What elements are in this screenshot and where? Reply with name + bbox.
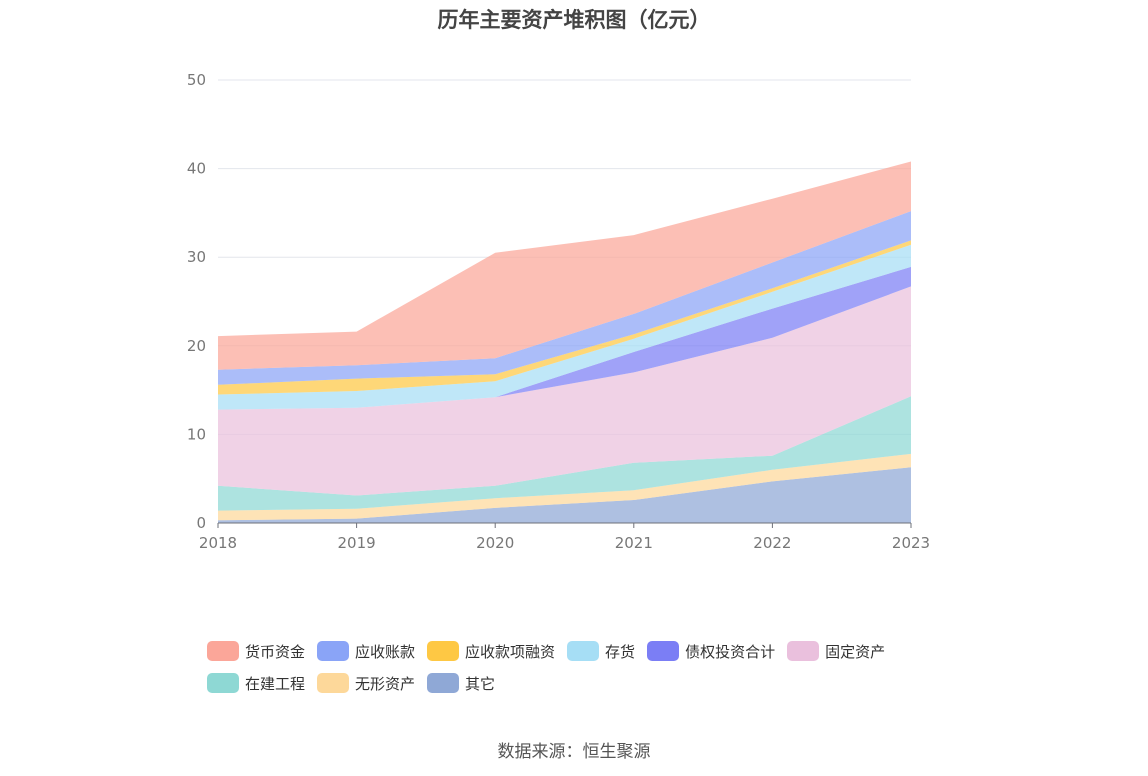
legend-swatch [567,641,600,661]
area-series[interactable]: 在建工程 [218,396,911,511]
legend-label: 债权投资合计 [685,642,776,661]
legend-label: 应收账款 [355,642,416,661]
legend-swatch [787,641,820,661]
axis-layer: 0 10 20 30 40 50 2018 2019 2020 2021 2022 2023 [187,71,930,552]
legend-item[interactable]: 应收款项融资 [427,640,555,662]
y-tick-label: 50 [187,71,206,89]
legend-item[interactable]: 债权投资合计 [647,640,775,662]
legend-item[interactable]: 货币资金 [207,640,305,662]
legend-item[interactable]: 其它 [427,672,495,694]
x-tick-label: 2023 [892,534,930,552]
x-tick-label: 2020 [476,534,514,552]
legend-swatch [427,641,460,661]
legend-item[interactable]: 在建工程 [207,672,305,694]
legend-item[interactable]: 应收账款 [317,640,415,662]
legend-label: 在建工程 [245,674,306,693]
area-series[interactable]: 存货 [218,244,911,410]
x-tick-label: 2022 [753,534,791,552]
area-series[interactable]: 债权投资合计 [218,266,911,410]
data-source: 数据来源：恒生聚源 [497,742,651,762]
y-tick-label: 0 [196,514,206,532]
x-tick-label: 2018 [199,534,237,552]
legend-swatch [317,641,350,661]
legend-item[interactable]: 固定资产 [787,640,885,662]
area-layer: 其它无形资产在建工程固定资产债权投资合计存货应收款项融资应收账款货币资金 [218,161,911,523]
legend-swatch [647,641,680,661]
legend-swatch [427,673,460,693]
legend-label: 固定资产 [825,642,886,661]
legend-label: 无形资产 [355,674,416,693]
area-series[interactable]: 货币资金 [218,161,911,370]
y-tick-label: 10 [187,425,206,443]
area-series[interactable]: 固定资产 [218,286,911,496]
legend-swatch [207,641,239,661]
chart-title: 历年主要资产堆积图（亿元） [437,8,711,32]
x-tick-label: 2019 [338,534,376,552]
legend-label: 货币资金 [245,642,306,661]
legend-label: 存货 [605,642,636,661]
y-tick-label: 20 [187,337,206,355]
area-series[interactable]: 应收账款 [218,211,911,385]
legend-label: 应收款项融资 [465,642,556,661]
y-tick-label: 30 [187,248,206,266]
x-tick-label: 2021 [615,534,653,552]
area-series[interactable]: 其它 [218,467,911,523]
legend-swatch [207,673,239,693]
legend-swatch [317,673,350,693]
legend-item[interactable]: 存货 [567,640,635,662]
legend-item[interactable]: 无形资产 [317,672,415,694]
stacked-area-chart: 其它无形资产在建工程固定资产债权投资合计存货应收款项融资应收账款货币资金 0 10… [187,71,930,552]
legend: 货币资金 应收账款 应收款项融资 存货 债权投资合计 固定资产在建工程 无形资产 其它 [207,640,967,704]
legend-label: 其它 [465,674,496,693]
y-tick-label: 40 [187,160,206,178]
area-series[interactable]: 无形资产 [218,453,911,521]
